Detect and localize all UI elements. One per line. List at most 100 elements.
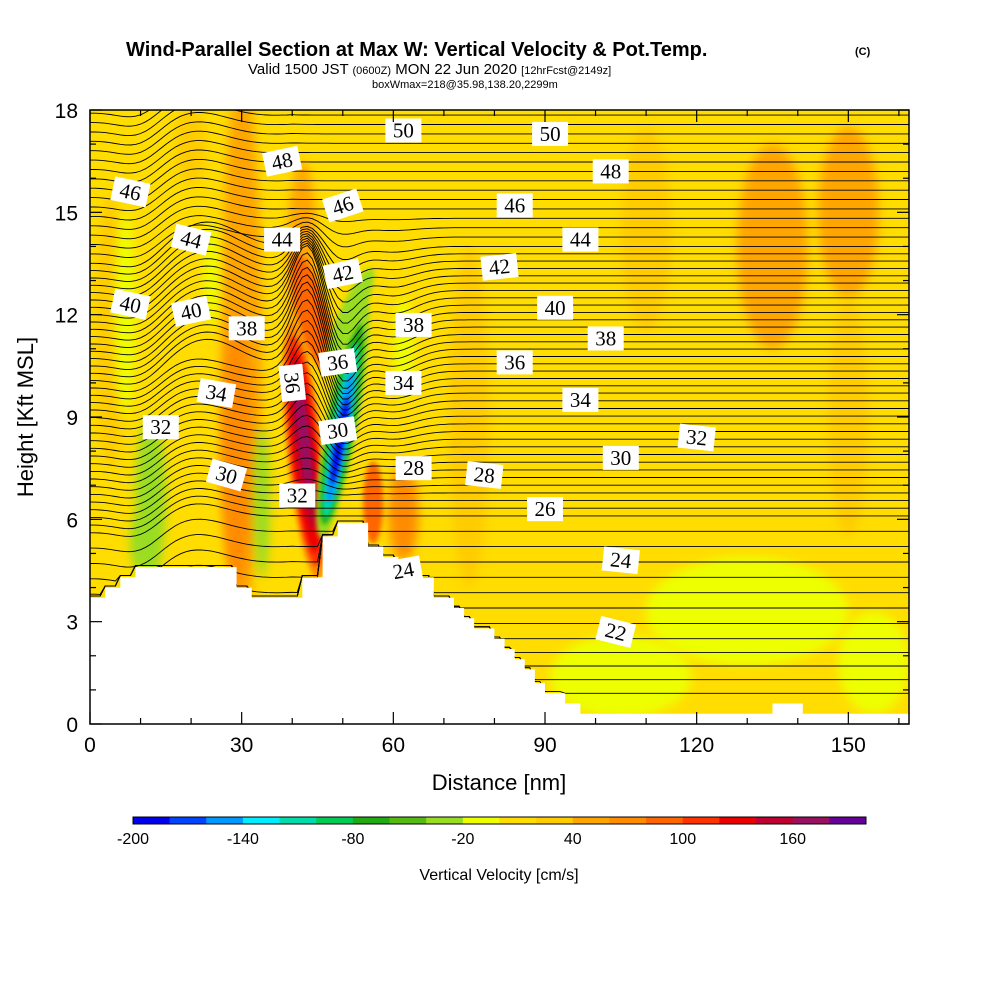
isentrope-line (90, 382, 909, 439)
velocity-cell (175, 110, 207, 186)
colorbar-swatch (242, 817, 280, 824)
isentrope-label: 36 (278, 363, 307, 403)
isentrope-label-box (385, 118, 422, 143)
forecast-info: [12hrFcst@2149z] (521, 65, 611, 77)
isentrope-label: 32 (279, 483, 316, 508)
isentrope-label: 22 (595, 615, 637, 648)
colorbar-swatch (426, 817, 464, 824)
isentrope-label-text: 42 (488, 254, 511, 280)
isentrope-label: 36 (318, 348, 358, 377)
velocity-cell (620, 127, 672, 332)
isentrope-label-box (562, 227, 599, 252)
isentrope-label-text: 50 (393, 119, 414, 143)
isentrope-line (90, 393, 909, 445)
isentrope-label-box (465, 461, 504, 489)
velocity-cell (253, 427, 270, 578)
isentrope-label-text: 36 (279, 371, 305, 394)
isentrope-label-box (537, 295, 574, 320)
y-tick-label: 3 (66, 612, 78, 635)
isentrope-label-box (279, 483, 316, 508)
isentrope-line (90, 244, 909, 345)
valid-time-date: MON 22 Jun 2020 (395, 61, 517, 78)
isentrope-label-text: 24 (609, 547, 633, 573)
velocity-cell (550, 635, 692, 718)
colorbar-swatch (682, 817, 720, 824)
isentrope-label: 34 (196, 378, 237, 409)
isentrope-label-box (677, 423, 716, 452)
isentrope-label-box (261, 145, 303, 177)
y-tick-label: 0 (66, 714, 78, 737)
colorbar-swatch (829, 817, 867, 824)
isentrope-line (90, 520, 909, 582)
isentrope-label-box (318, 416, 358, 445)
colorbar-swatch (499, 817, 537, 824)
isentrope-line (90, 252, 909, 353)
isentrope-label: 26 (527, 497, 563, 522)
isentrope-label-text: 36 (504, 350, 525, 374)
isentrope-line (90, 446, 909, 484)
x-axis: 0 30 60 90 120 150 (84, 110, 900, 757)
y-tick-label: 6 (66, 509, 78, 532)
isentrope-line (90, 121, 909, 155)
isentrope-label-text: 34 (204, 379, 229, 406)
colorbar-swatch (133, 817, 170, 824)
colorbar-swatch (316, 817, 354, 824)
isentrope-label-text: 40 (545, 296, 566, 320)
isentrope-label-text: 30 (326, 417, 350, 444)
valid-time-utc: (0600Z) (353, 65, 392, 77)
colorbar-tick-label: -80 (341, 831, 364, 848)
isentrope-line (90, 404, 909, 453)
colorbar-swatch (719, 817, 757, 824)
isentrope-label-box (602, 445, 639, 470)
isentrope-label-text: 28 (403, 456, 424, 480)
isentrope-label: 48 (592, 159, 629, 184)
x-tick-label: 150 (831, 734, 866, 757)
isentrope-label: 38 (228, 316, 265, 341)
isentrope-label-box (527, 497, 563, 522)
isentrope-label-box (595, 615, 637, 648)
isentrope-label-box (496, 193, 533, 218)
isentrope-label: 28 (465, 461, 504, 489)
isentrope-label-box (278, 363, 307, 403)
isentrope-label-text: 32 (287, 484, 308, 508)
isentrope-label: 44 (170, 223, 212, 256)
velocity-cell (448, 246, 490, 588)
y-tick-label: 12 (55, 305, 78, 328)
isentrope-label-text: 26 (535, 497, 556, 521)
isentrope-line (90, 436, 909, 476)
isentrope-label-box (110, 176, 151, 208)
colorbar-swatch (169, 817, 207, 824)
isentrope-line (90, 237, 909, 313)
isentrope-label-box (496, 350, 533, 375)
isentrope-line (90, 330, 909, 411)
isentrope-line (90, 112, 909, 146)
isentrope-label: 36 (496, 350, 533, 375)
isentrope-label-box (480, 253, 519, 281)
velocity-cell (838, 611, 909, 714)
isentrope-line (90, 110, 909, 137)
isentrope-label: 40 (110, 288, 151, 320)
isentrope-line (90, 215, 909, 249)
isentrope-label-box (264, 227, 301, 252)
velocity-cell (221, 314, 252, 588)
velocity-cell (130, 515, 151, 571)
isentrope-label-box (321, 188, 364, 223)
isentrope-label-box (196, 378, 237, 409)
isentrope-label: 40 (170, 295, 212, 327)
isentrope-line (90, 259, 909, 360)
isentrope-label-text: 48 (269, 147, 295, 175)
isentrope-label-text: 32 (685, 424, 708, 450)
isentrope-line (90, 520, 909, 595)
isentrope-label-box (170, 295, 212, 327)
x-axis-label: Distance [nm] (432, 770, 567, 795)
y-tick-label: 18 (55, 100, 78, 123)
isentrope-label: 38 (587, 326, 624, 351)
colorbar-tick-label: -20 (451, 831, 474, 848)
isentrope-line (90, 425, 909, 468)
isentrope-label-box (587, 326, 624, 351)
colorbar-swatch (279, 817, 317, 824)
isentrope-line (90, 281, 909, 382)
